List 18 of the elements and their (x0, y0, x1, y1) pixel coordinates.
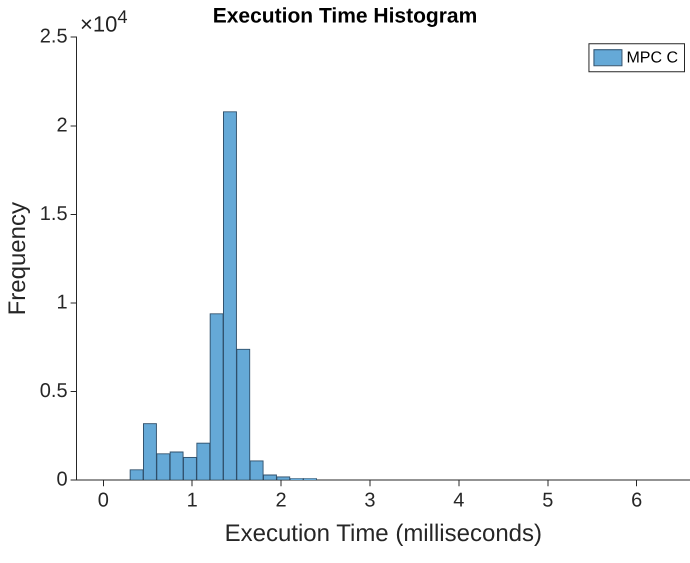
x-tick-label: 5 (542, 490, 554, 512)
x-tick-label: 2 (276, 490, 287, 512)
y-tick-label: 1.5 (40, 202, 68, 225)
x-axis-title: Execution Time (milliseconds) (224, 520, 542, 548)
x-tick-label: 6 (631, 490, 642, 512)
y-tick-label: 0.5 (40, 380, 68, 402)
y-axis-title: Frequency (4, 202, 32, 316)
x-tick-label: 0 (98, 490, 109, 512)
legend-label: MPC C (626, 50, 678, 67)
x-tick-label: 1 (186, 490, 198, 512)
x-tick-label: 4 (453, 490, 464, 512)
chart-title: Execution Time Histogram (212, 4, 478, 28)
y-tick-label: 1 (56, 292, 68, 314)
x-tick-label: 3 (364, 490, 376, 512)
text: ×10$^{4}$ (80, 6, 128, 38)
y-tick-label: 0 (56, 468, 68, 491)
y-tick-label: 2.5 (40, 26, 68, 48)
y-tick-label: 2 (56, 114, 68, 136)
